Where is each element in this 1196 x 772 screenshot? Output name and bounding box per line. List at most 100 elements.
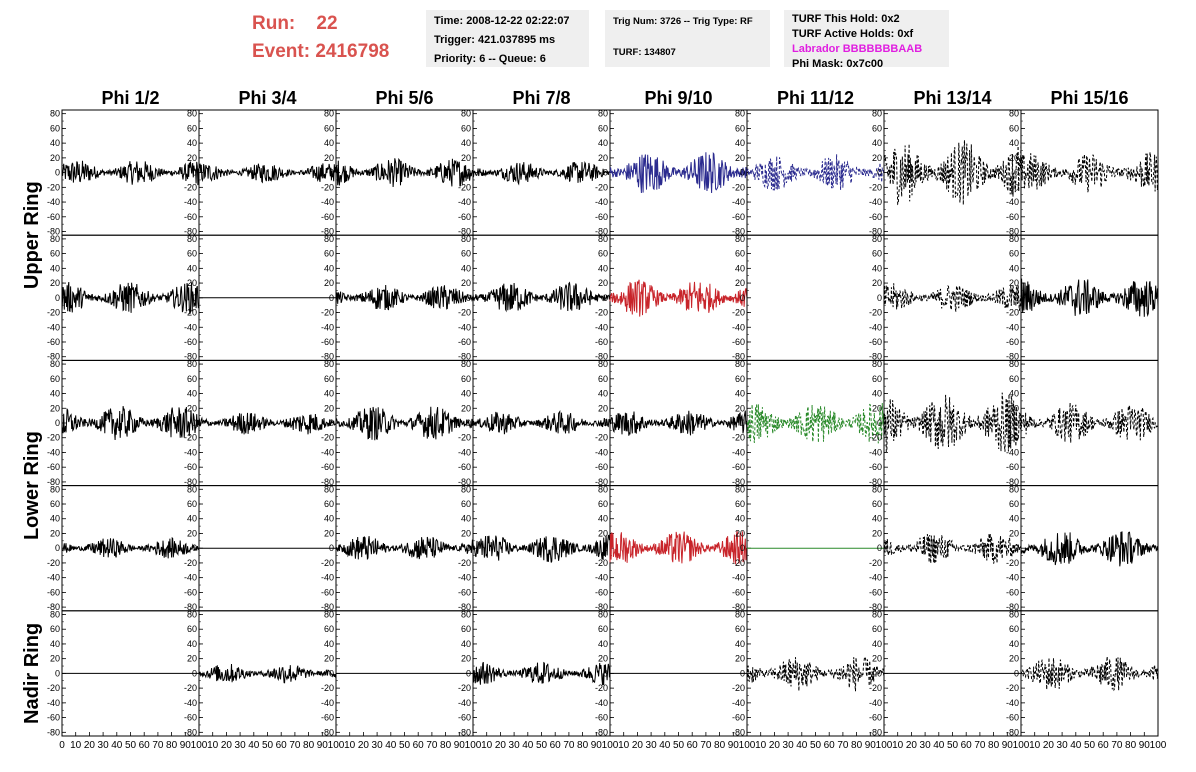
y-tick-label: 20: [735, 153, 745, 163]
waveform-panel: 80 60 40 20 0 -20 -40 -60 -80: [321, 484, 474, 612]
waveform-trace: [472, 661, 611, 686]
y-tick-label: 80: [735, 359, 745, 369]
y-tick-label: -40: [47, 447, 60, 457]
y-tick-label: 80: [50, 234, 60, 244]
y-tick-label: 0: [740, 293, 745, 303]
column-header: Phi 9/10: [644, 88, 712, 108]
y-tick-label: 40: [735, 639, 745, 649]
y-tick-label: -40: [869, 197, 882, 207]
y-tick-label: -60: [458, 212, 471, 222]
y-tick-label: -40: [1006, 698, 1019, 708]
y-tick-label: 40: [324, 389, 334, 399]
y-tick-label: 0: [329, 293, 334, 303]
trig-num-type-text: Trig Num: 3726 -- Trig Type: RF: [613, 16, 753, 27]
y-tick-label: -40: [458, 322, 471, 332]
waveform-trace: [61, 536, 200, 559]
y-tick-label: 80: [735, 609, 745, 619]
y-tick-label: -60: [595, 587, 608, 597]
priority-queue-text: Priority: 6 -- Queue: 6: [434, 53, 546, 65]
y-tick-label: -80: [595, 227, 608, 237]
y-tick-label: -80: [869, 727, 882, 737]
y-tick-label: -80: [595, 477, 608, 487]
y-tick-label: 0: [877, 543, 882, 553]
turf-text: TURF: 134807: [613, 47, 676, 58]
y-tick-label: -60: [458, 462, 471, 472]
y-tick-label: -20: [869, 182, 882, 192]
y-tick-label: 60: [735, 374, 745, 384]
x-tick-label: 40: [933, 740, 945, 751]
waveform-trace: [746, 154, 885, 191]
y-tick-label: 80: [461, 234, 471, 244]
y-tick-label: 20: [50, 153, 60, 163]
y-tick-label: -80: [321, 602, 334, 612]
y-tick-label: -20: [458, 182, 471, 192]
y-tick-label: 20: [187, 654, 197, 664]
y-tick-label: -40: [458, 447, 471, 457]
x-tick-label: 10: [892, 740, 904, 751]
y-tick-label: -20: [184, 182, 197, 192]
y-tick-label: 20: [461, 403, 471, 413]
y-tick-label: 80: [324, 484, 334, 494]
y-tick-label: 0: [466, 293, 471, 303]
x-tick-label: 70: [837, 740, 849, 751]
y-tick-label: -20: [595, 308, 608, 318]
y-tick-label: 20: [324, 403, 334, 413]
y-tick-label: 80: [187, 234, 197, 244]
y-tick-label: 0: [877, 293, 882, 303]
y-tick-label: 0: [740, 168, 745, 178]
y-tick-label: 0: [740, 418, 745, 428]
waveform-trace: [883, 283, 1022, 312]
y-tick-label: -40: [1006, 322, 1019, 332]
y-tick-label: 80: [872, 609, 882, 619]
waveform-panel: 80 60 40 20 0 -20 -40 -60 -80: [732, 109, 885, 237]
y-tick-label: 0: [329, 418, 334, 428]
y-tick-label: 60: [461, 499, 471, 509]
y-tick-label: -80: [595, 727, 608, 737]
y-tick-label: -80: [869, 352, 882, 362]
y-tick-label: -40: [458, 698, 471, 708]
waveform-trace: [472, 281, 611, 313]
y-tick-label: 60: [187, 249, 197, 259]
y-tick-label: -40: [869, 447, 882, 457]
y-tick-label: 80: [872, 234, 882, 244]
y-tick-label: 60: [1009, 499, 1019, 509]
y-tick-label: 80: [187, 109, 197, 119]
y-tick-label: -60: [321, 713, 334, 723]
x-tick-label: 20: [769, 740, 781, 751]
y-tick-label: -60: [732, 462, 745, 472]
waveform-panel: 80 60 40 20 0 -20 -40 -60 -80: [869, 609, 1022, 737]
waveform-trace: [335, 406, 474, 441]
waveform-panel: 80 60 40 20 0 -20 -40 -60 -80: [595, 109, 748, 237]
y-tick-label: 60: [324, 249, 334, 259]
y-tick-label: 80: [324, 234, 334, 244]
event-label: Event:: [252, 41, 311, 62]
y-tick-label: -80: [184, 727, 197, 737]
x-tick-label: 90: [454, 740, 466, 751]
y-tick-label: 0: [192, 293, 197, 303]
y-tick-label: 20: [324, 278, 334, 288]
y-tick-label: 80: [1009, 484, 1019, 494]
waveform-trace: [746, 655, 885, 692]
y-tick-label: -20: [458, 683, 471, 693]
y-tick-label: -60: [184, 462, 197, 472]
column-header: Phi 13/14: [913, 88, 991, 108]
y-tick-label: 40: [187, 263, 197, 273]
trigger-text: Trigger: 421.037895 ms: [434, 34, 556, 46]
y-tick-label: -60: [47, 462, 60, 472]
y-tick-label: -80: [321, 352, 334, 362]
y-tick-label: -60: [184, 212, 197, 222]
waveform-panel: 80 60 40 20 0 -20 -40 -60 -80: [1006, 609, 1159, 737]
x-tick-label: 40: [796, 740, 808, 751]
waveform-panel: 80 60 40 20 0 -20 -40 -60 -80: [47, 484, 200, 612]
y-tick-label: -60: [458, 587, 471, 597]
y-tick-label: 60: [872, 624, 882, 634]
y-tick-label: 40: [735, 514, 745, 524]
waveform-trace: [1020, 531, 1159, 567]
y-tick-label: -20: [184, 683, 197, 693]
waveform-panel: 80 60 40 20 0 -20 -40 -60 -80: [47, 109, 200, 237]
y-tick-label: -60: [1006, 212, 1019, 222]
y-tick-label: 40: [872, 514, 882, 524]
y-tick-label: 60: [50, 499, 60, 509]
x-tick-label: 80: [714, 740, 726, 751]
y-tick-label: 40: [735, 263, 745, 273]
